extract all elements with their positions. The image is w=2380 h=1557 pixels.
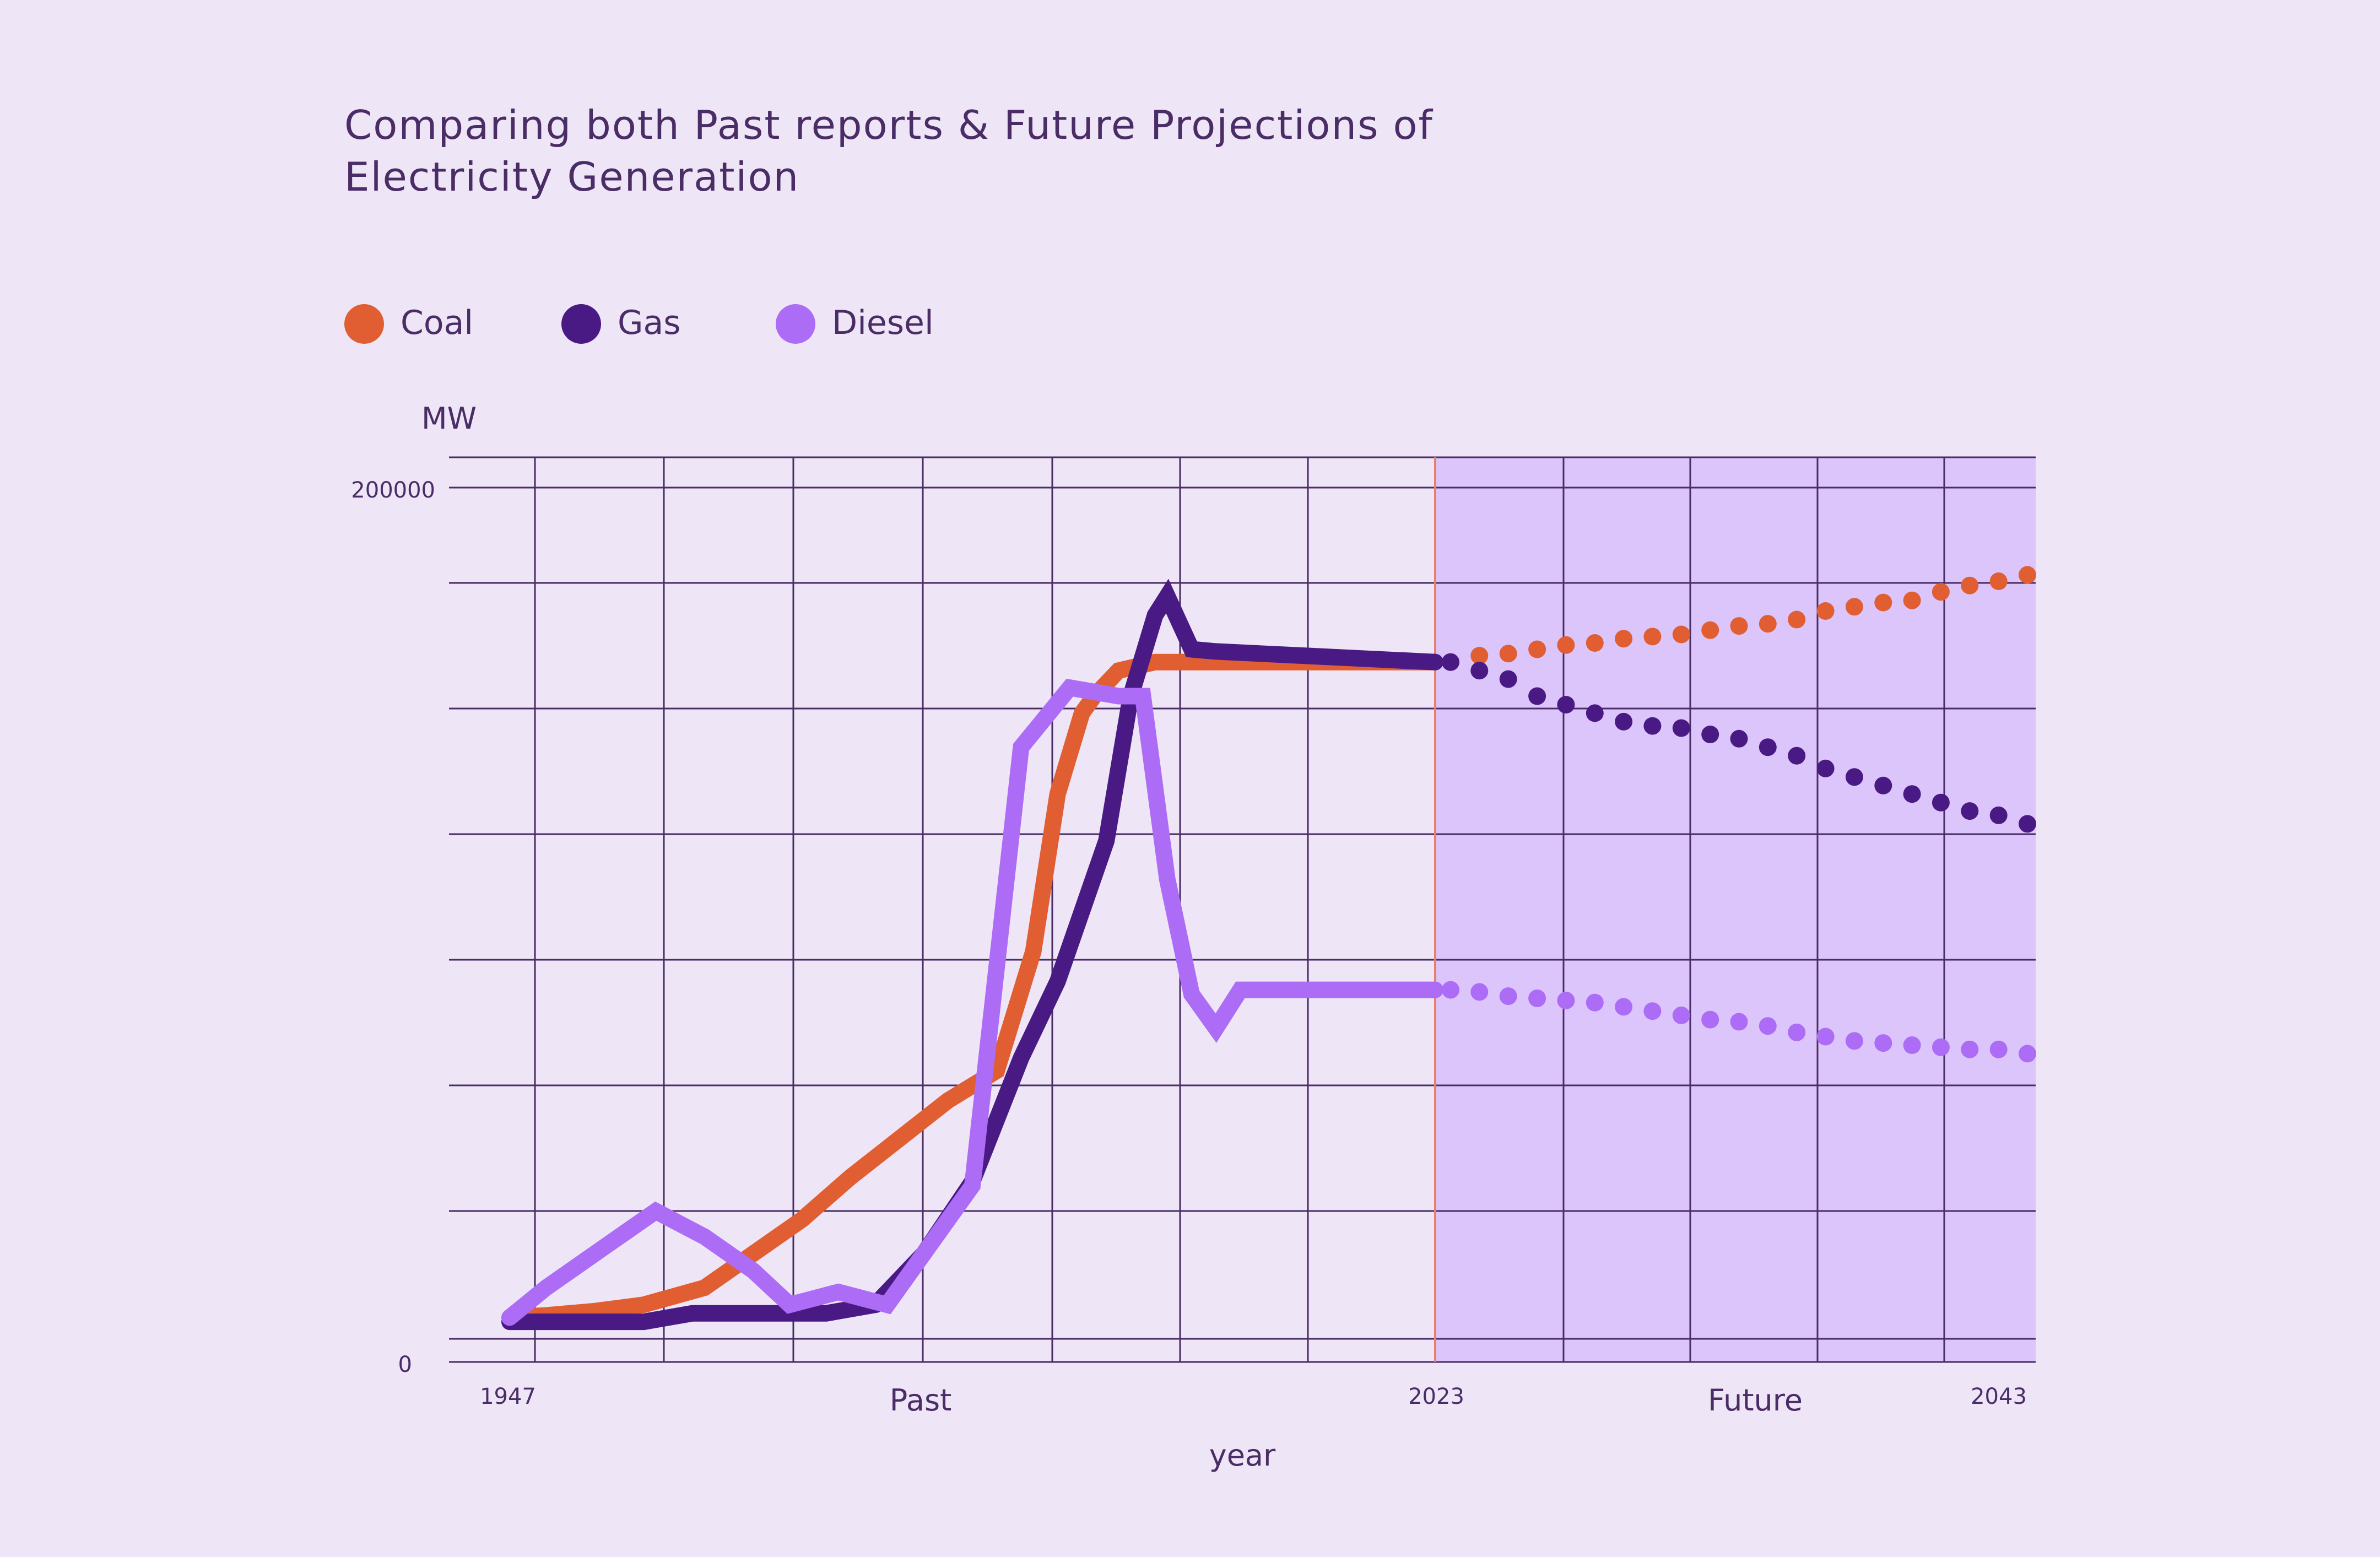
projection-point-gas (2019, 815, 2036, 833)
projection-point-coal (1989, 572, 2008, 590)
chart-title: Comparing both Past reports & Future Pro… (344, 99, 1556, 203)
projection-point-diesel (1499, 987, 1517, 1005)
series-line-gas (501, 579, 1443, 1331)
projection-point-gas (1615, 712, 1633, 731)
projection-point-gas (1759, 738, 1777, 756)
y-axis-label: MW (421, 401, 477, 436)
projection-point-coal (1730, 617, 1748, 635)
x-tick-label: 2043 (1971, 1384, 2027, 1409)
projection-point-gas (1442, 653, 1459, 671)
projection-point-coal (1528, 640, 1546, 658)
projection-point-gas (1989, 806, 2008, 824)
projection-point-gas (1557, 696, 1575, 713)
projection-point-diesel (1672, 1006, 1690, 1024)
legend-swatch-diesel (776, 304, 815, 344)
projection-point-coal (1672, 625, 1690, 644)
legend-label-gas: Gas (618, 304, 681, 342)
projection-point-diesel (1528, 990, 1546, 1007)
projection-point-coal (1759, 615, 1777, 633)
projection-point-coal (1615, 630, 1633, 648)
projection-point-coal (1961, 576, 1979, 594)
projection-point-coal (1701, 621, 1719, 639)
projection-point-gas (1528, 687, 1546, 705)
projection-point-diesel (1961, 1040, 1979, 1058)
projection-point-gas (1730, 729, 1748, 748)
region-label-past: Past (890, 1383, 952, 1418)
projection-point-diesel (1586, 993, 1604, 1012)
projection-point-gas (1961, 802, 1979, 820)
projection-point-coal (1874, 593, 1892, 612)
projection-point-diesel (1903, 1036, 1921, 1054)
projection-point-coal (1499, 645, 1517, 663)
projection-point-diesel (1442, 981, 1459, 999)
projection-point-diesel (1759, 1017, 1777, 1035)
projection-point-coal (1643, 628, 1662, 646)
projection-point-gas (1845, 768, 1863, 786)
projection-point-gas (1874, 776, 1892, 794)
projection-gas (1442, 653, 2036, 833)
projection-point-gas (1586, 704, 1604, 722)
x-axis-label: year (1209, 1438, 1276, 1473)
projection-point-diesel (1932, 1038, 1950, 1056)
projection-point-diesel (1989, 1040, 2008, 1058)
x-tick-label: 2023 (1408, 1384, 1464, 1409)
chart-title-line-2: Electricity Generation (344, 154, 800, 200)
projection-point-diesel (1643, 1002, 1662, 1020)
projection-point-diesel (1701, 1010, 1719, 1029)
projection-point-diesel (1730, 1013, 1748, 1031)
projection-point-diesel (1615, 998, 1633, 1016)
series-line-diesel (501, 678, 1443, 1326)
projection-point-diesel (1816, 1028, 1835, 1046)
projection-point-diesel (1788, 1023, 1806, 1041)
projection-point-diesel (2019, 1045, 2036, 1063)
region-label-future: Future (1708, 1383, 1803, 1418)
projection-point-gas (1499, 670, 1517, 688)
projection-point-coal (1816, 602, 1835, 620)
projection-point-diesel (1874, 1034, 1892, 1052)
projection-point-gas (1470, 662, 1489, 680)
projection-point-diesel (1845, 1032, 1863, 1050)
legend-swatch-coal (344, 304, 384, 344)
projection-point-diesel (1470, 983, 1489, 1001)
projection-point-gas (1932, 793, 1950, 812)
projection-point-coal (2019, 566, 2036, 584)
x-tick-label: 1947 (480, 1384, 536, 1409)
projection-point-gas (1816, 759, 1835, 777)
projection-point-coal (1586, 634, 1604, 652)
projection-point-coal (1903, 591, 1921, 609)
y-tick-label: 0 (398, 1352, 412, 1377)
projection-point-gas (1643, 717, 1662, 735)
projection-point-diesel (1557, 991, 1575, 1009)
y-tick-label: 200000 (351, 478, 435, 503)
legend-label-diesel: Diesel (832, 304, 934, 342)
legend-swatch-gas (561, 304, 601, 344)
chart-title-line-1: Comparing both Past reports & Future Pro… (344, 102, 1434, 148)
projection-point-gas (1903, 785, 1921, 803)
projection-point-coal (1557, 636, 1575, 654)
projection-point-gas (1672, 719, 1690, 737)
projection-diesel (1442, 981, 2036, 1063)
legend-label-coal: Coal (401, 304, 474, 342)
projection-coal (1442, 566, 2036, 671)
projection-point-coal (1932, 583, 1950, 601)
projection-point-coal (1788, 610, 1806, 629)
projection-point-coal (1845, 598, 1863, 616)
projection-point-gas (1701, 726, 1719, 743)
projection-point-gas (1788, 747, 1806, 765)
projection-point-coal (1470, 647, 1489, 665)
